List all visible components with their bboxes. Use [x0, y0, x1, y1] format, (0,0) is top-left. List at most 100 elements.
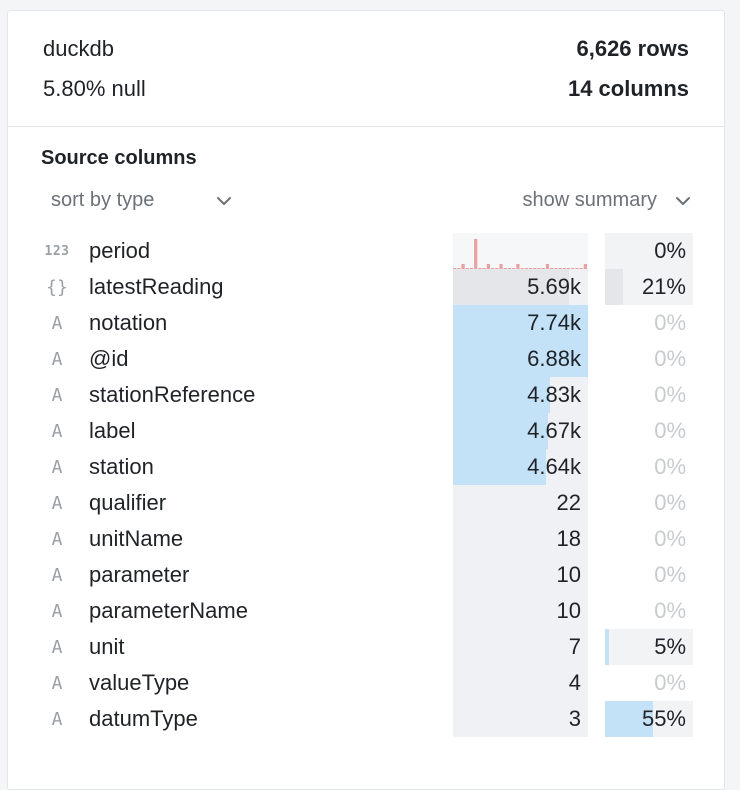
column-name: period — [89, 238, 151, 263]
histogram-bar — [453, 268, 457, 269]
column-row[interactable]: {} latestReading 5.69k 21% — [8, 269, 726, 305]
text-type-icon: A — [51, 708, 63, 730]
null-percent: 0% — [654, 598, 686, 623]
distinct-count: 4.64k — [527, 454, 581, 479]
chevron-down-icon — [216, 196, 232, 206]
histogram-bar — [461, 264, 465, 269]
histogram-bar — [583, 264, 587, 269]
histogram-bar — [558, 268, 562, 269]
sort-dropdown[interactable]: sort by type — [51, 189, 232, 212]
histogram-bar — [562, 268, 566, 269]
distinct-values-fill — [453, 305, 588, 341]
column-name: qualifier — [89, 490, 167, 515]
histogram-bar — [537, 268, 541, 269]
text-type-icon: A — [51, 348, 63, 370]
histogram-bar — [541, 268, 545, 269]
source-header: duckdb 5.80% null 6,626 rows 14 columns — [8, 11, 724, 127]
distinct-values-bar: 6.88k — [453, 341, 588, 377]
histogram-bar — [478, 268, 482, 269]
null-percent-bar: 0% — [605, 377, 693, 413]
text-type-icon: A — [51, 312, 63, 334]
summary-dropdown[interactable]: show summary — [523, 189, 691, 212]
json-type-icon: {} — [46, 276, 68, 298]
null-percent-bar: 0% — [605, 521, 693, 557]
histogram-bar — [512, 268, 516, 269]
text-type-icon: A — [51, 492, 63, 514]
histogram-bar — [457, 268, 461, 269]
histogram-bar — [507, 268, 512, 269]
distinct-count: 6.88k — [527, 346, 581, 371]
distinct-values-bar: 10 — [453, 557, 588, 593]
distinct-values-bar: 3 — [453, 701, 588, 737]
column-name: unitName — [89, 526, 184, 551]
distinct-count: 10 — [556, 598, 581, 623]
text-type-icon: A — [51, 384, 63, 406]
null-percent: 0% — [654, 310, 686, 335]
text-type-icon: A — [51, 528, 63, 550]
histogram-bar — [566, 268, 571, 269]
histogram-bar — [499, 264, 503, 269]
distinct-values-bar: 4.83k — [453, 377, 588, 413]
null-percent-bar: 21% — [605, 269, 693, 305]
text-type-icon: A — [51, 600, 63, 622]
null-percent-bar: 0% — [605, 233, 693, 269]
histogram-bar — [469, 268, 474, 269]
null-percent-bar: 0% — [605, 449, 693, 485]
null-percent: 55% — [641, 706, 686, 731]
histogram-bar — [575, 268, 579, 269]
distinct-values-bar: 7.74k — [453, 305, 588, 341]
chevron-down-icon — [675, 196, 691, 206]
null-percent-bar: 0% — [605, 557, 693, 593]
distinct-count: 4.83k — [527, 382, 581, 407]
text-type-icon: A — [51, 672, 63, 694]
histogram-bar — [520, 268, 524, 269]
column-row[interactable]: 123 period 0% — [8, 233, 726, 269]
column-name: @id — [89, 346, 129, 371]
histogram-bar — [524, 268, 528, 269]
distinct-count: 5.69k — [527, 274, 581, 299]
null-percent-fill — [605, 701, 654, 737]
null-percent: 5% — [654, 634, 686, 659]
null-percent: 0% — [654, 490, 686, 515]
distinct-values-fill — [453, 413, 548, 449]
histogram-bar — [474, 239, 478, 269]
null-percent: 0% — [654, 382, 686, 407]
distinct-values-bar: 22 — [453, 485, 588, 521]
null-percent-bar: 0% — [605, 413, 693, 449]
text-type-icon: A — [51, 456, 63, 478]
distinct-count: 4 — [568, 670, 581, 695]
column-name: station — [89, 454, 154, 479]
column-name: label — [89, 418, 136, 443]
histogram-bar — [503, 268, 507, 269]
distinct-values-bar: 7 — [453, 629, 588, 665]
number-type-icon: 123 — [44, 243, 70, 259]
null-percent-bar: 5% — [605, 629, 693, 665]
column-row[interactable]: A @id 6.88k 0% — [8, 341, 726, 377]
histogram-bar — [490, 268, 495, 269]
null-percent-bar: 55% — [605, 701, 693, 737]
histogram-bar — [465, 268, 469, 269]
column-name: parameter — [89, 562, 190, 587]
null-percent: 0% — [654, 346, 686, 371]
column-name: stationReference — [89, 382, 256, 407]
null-percent-bar: 0% — [605, 305, 693, 341]
null-percent: 0% — [654, 670, 686, 695]
histogram-bar — [550, 268, 554, 269]
distinct-count: 18 — [556, 526, 581, 551]
source-name: duckdb — [43, 36, 114, 61]
distinct-values-fill — [453, 377, 551, 413]
summary-label: show summary — [522, 189, 657, 211]
distinct-count: 3 — [568, 706, 581, 731]
